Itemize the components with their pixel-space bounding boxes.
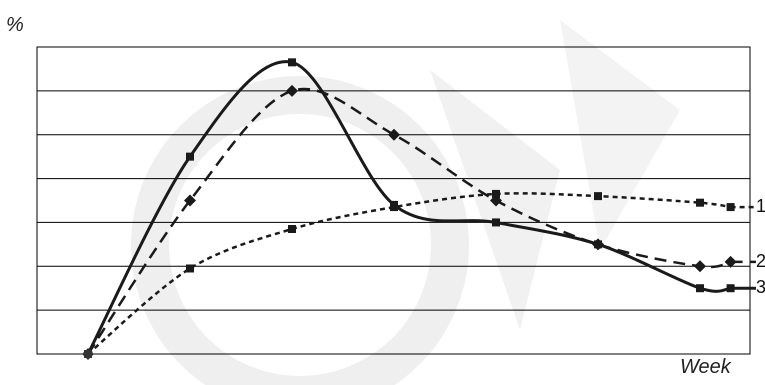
data-point-1 [594,192,602,201]
series-tag-2: 2 [756,250,765,271]
series-line-2 [86,87,731,355]
data-point-3 [696,284,704,293]
data-point-3 [288,58,296,67]
series-tag-3: 3 [756,277,765,298]
data-point-3 [726,284,735,293]
x-axis-label: Week [680,356,731,378]
watermark-logo [131,20,680,385]
data-point-1 [288,225,296,234]
data-point-2 [184,194,196,207]
data-point-2 [388,128,400,141]
data-point-3 [84,350,92,358]
data-point-2 [490,194,502,207]
plot-frame [36,46,751,355]
data-point-1 [492,189,500,198]
data-point-1 [696,198,704,207]
y-axis-label: % [6,14,24,36]
data-point-3 [492,218,500,227]
data-point-2 [286,84,298,97]
data-point-3 [390,200,398,209]
data-point-2 [694,260,706,273]
series-line-1 [87,192,731,355]
series-tag-1: 1 [756,196,765,217]
data-point-1 [186,264,194,273]
series-3 [84,58,756,358]
data-point-2 [724,255,737,268]
data-point-1 [726,203,735,212]
data-point-3 [594,240,602,249]
series-layer [82,58,756,360]
data-point-3 [186,152,194,161]
